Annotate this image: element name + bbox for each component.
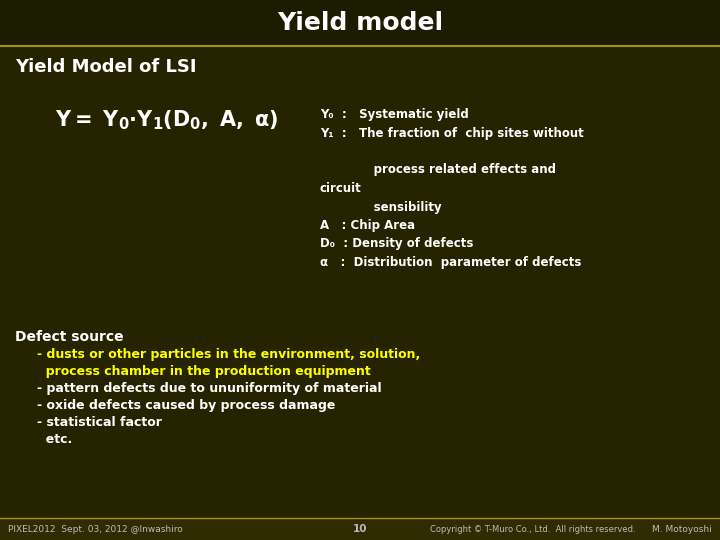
Text: circuit: circuit: [320, 182, 361, 195]
Text: M. Motoyoshi: M. Motoyoshi: [652, 524, 712, 534]
Text: $\mathbf{Y{=}\ Y_0{\boldsymbol{\cdot}}Y_1(D_0,\ A,\ \alpha)}$: $\mathbf{Y{=}\ Y_0{\boldsymbol{\cdot}}Y_…: [55, 108, 279, 132]
Text: - dusts or other particles in the environment, solution,: - dusts or other particles in the enviro…: [37, 348, 420, 361]
Text: - oxide defects caused by process damage: - oxide defects caused by process damage: [37, 399, 336, 412]
Text: Copyright © T-Muro Co., Ltd.  All rights reserved.: Copyright © T-Muro Co., Ltd. All rights …: [430, 524, 636, 534]
Text: PIXEL2012  Sept. 03, 2012 @Inwashiro: PIXEL2012 Sept. 03, 2012 @Inwashiro: [8, 524, 183, 534]
Text: Yield Model of LSI: Yield Model of LSI: [15, 58, 197, 76]
Text: D₀  : Density of defects: D₀ : Density of defects: [320, 238, 473, 251]
Text: process related effects and: process related effects and: [320, 164, 556, 177]
Bar: [0, 0, 720, 46]
Text: sensibility: sensibility: [320, 200, 441, 213]
Text: etc.: etc.: [37, 433, 72, 446]
Text: Y₀  :   Systematic yield: Y₀ : Systematic yield: [320, 108, 469, 121]
Text: - pattern defects due to ununiformity of material: - pattern defects due to ununiformity of…: [37, 382, 382, 395]
Text: Y₁  :   The fraction of  chip sites without: Y₁ : The fraction of chip sites without: [320, 126, 584, 139]
Text: Defect source: Defect source: [15, 330, 124, 344]
Text: 10: 10: [353, 524, 367, 534]
Text: A   : Chip Area: A : Chip Area: [320, 219, 415, 232]
Text: Yield model: Yield model: [277, 11, 443, 35]
Text: α   :  Distribution  parameter of defects: α : Distribution parameter of defects: [320, 256, 581, 269]
Text: - statistical factor: - statistical factor: [37, 416, 162, 429]
Text: process chamber in the production equipment: process chamber in the production equipm…: [37, 365, 371, 378]
Bar: [0, 518, 720, 540]
